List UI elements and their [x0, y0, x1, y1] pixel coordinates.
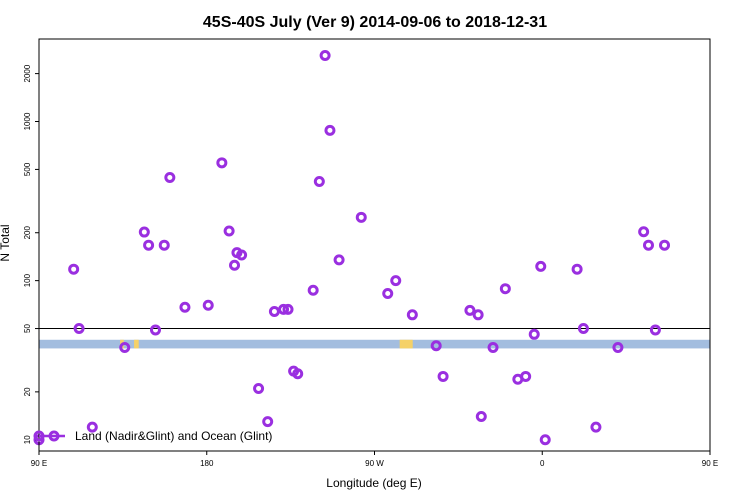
data-point	[528, 328, 540, 340]
legend-label: Land (Nadir&Glint) and Ocean (Glint)	[75, 429, 272, 443]
y-tick-label: 2000	[23, 64, 32, 82]
data-point	[229, 259, 241, 271]
data-point	[649, 324, 661, 336]
data-point	[278, 303, 290, 315]
x-axis-label: Longitude (deg E)	[326, 476, 421, 490]
data-point	[520, 370, 532, 382]
data-point	[430, 340, 442, 352]
legend-marker	[33, 430, 45, 442]
data-point	[292, 368, 304, 380]
data-point	[158, 239, 170, 251]
data-point	[262, 416, 274, 428]
y-tick-label: 20	[23, 387, 32, 396]
data-point	[119, 342, 131, 354]
data-point	[143, 239, 155, 251]
data-point	[590, 421, 602, 433]
x-tick-label: 90 E	[702, 459, 718, 468]
data-point	[539, 434, 551, 446]
x-axis: 90 E 180 90 W 0 90 E	[31, 451, 718, 468]
data-point	[535, 260, 547, 272]
land-segment	[399, 339, 413, 349]
data-point	[571, 263, 583, 275]
data-point	[382, 288, 394, 300]
legend: Land (Nadir&Glint) and Ocean (Glint)	[33, 429, 272, 443]
y-tick-label: 500	[23, 162, 32, 176]
data-point	[149, 324, 161, 336]
data-point	[642, 239, 654, 251]
chart-title: 45S-40S July (Ver 9) 2014-09-06 to 2018-…	[203, 14, 547, 31]
y-axis-label: N Total	[0, 224, 12, 261]
data-point	[68, 263, 80, 275]
data-point	[138, 226, 150, 238]
data-point	[487, 342, 499, 354]
data-point	[464, 304, 476, 316]
data-point	[355, 211, 367, 223]
y-tick-label: 50	[23, 324, 32, 333]
ocean-band	[39, 339, 710, 349]
land-ocean-band	[39, 339, 710, 349]
data-point	[282, 303, 294, 315]
legend-marker	[48, 430, 60, 442]
plot-frame	[38, 38, 711, 452]
x-tick-label: 180	[200, 459, 214, 468]
data-point	[179, 301, 191, 313]
data-point	[268, 305, 280, 317]
data-point	[164, 171, 176, 183]
data-point	[216, 157, 228, 169]
x-tick-label: 90 E	[31, 459, 47, 468]
data-points	[33, 49, 671, 446]
data-point	[253, 382, 265, 394]
data-point	[390, 275, 402, 287]
data-point	[307, 284, 319, 296]
data-point	[406, 309, 418, 321]
data-point	[475, 411, 487, 423]
data-point	[73, 323, 85, 335]
data-point	[324, 124, 336, 136]
data-point	[612, 342, 624, 354]
data-point	[499, 283, 511, 295]
data-point	[319, 49, 331, 61]
data-point	[333, 254, 345, 266]
data-point	[472, 309, 484, 321]
y-tick-label: 1000	[23, 112, 32, 130]
data-point	[202, 299, 214, 311]
plot-area	[33, 38, 711, 452]
data-point	[659, 239, 671, 251]
data-point	[86, 421, 98, 433]
y-axis: 10 20 50 100 200 500 1000 2000	[23, 64, 39, 444]
y-tick-label: 200	[23, 226, 32, 240]
data-point	[638, 226, 650, 238]
y-tick-label: 100	[23, 273, 32, 287]
land-segment	[134, 339, 139, 349]
y-tick-label: 10	[23, 435, 32, 444]
x-tick-label: 0	[540, 459, 545, 468]
data-point	[313, 175, 325, 187]
x-tick-label: 90 W	[365, 459, 384, 468]
data-point	[236, 249, 248, 261]
data-point	[437, 370, 449, 382]
data-point	[223, 225, 235, 237]
data-point	[577, 323, 589, 335]
